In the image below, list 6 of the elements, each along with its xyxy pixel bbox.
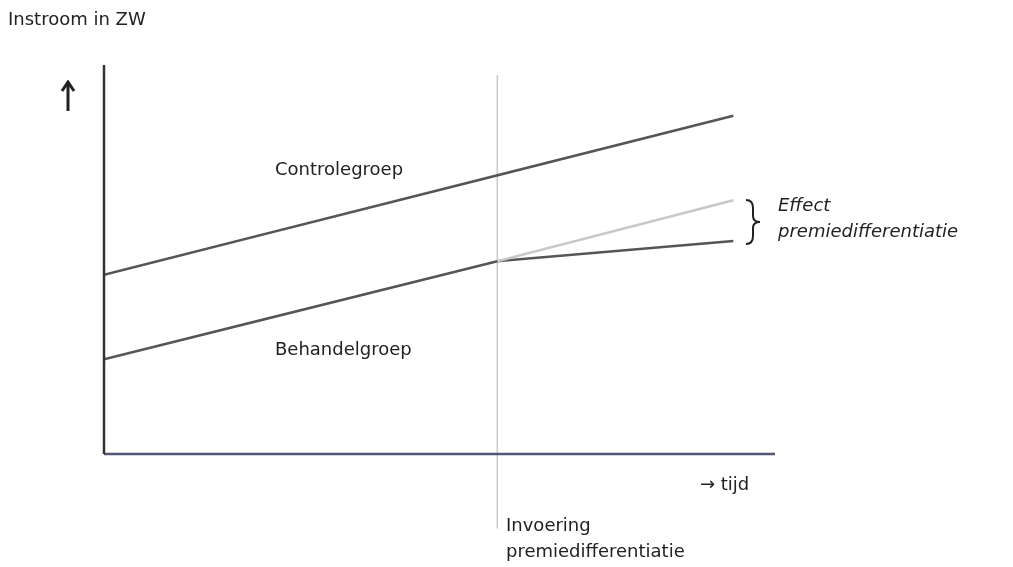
- x-axis-title: → tijd: [700, 473, 750, 494]
- series-label: Controlegroep: [275, 158, 404, 179]
- series-label: Behandelgroep: [275, 338, 412, 359]
- y-axis-title: Instroom in ZW: [8, 8, 146, 29]
- text: Invoering premiedifferentiatie: [506, 513, 685, 563]
- text: Effect premiedifferentiatie: [778, 193, 960, 243]
